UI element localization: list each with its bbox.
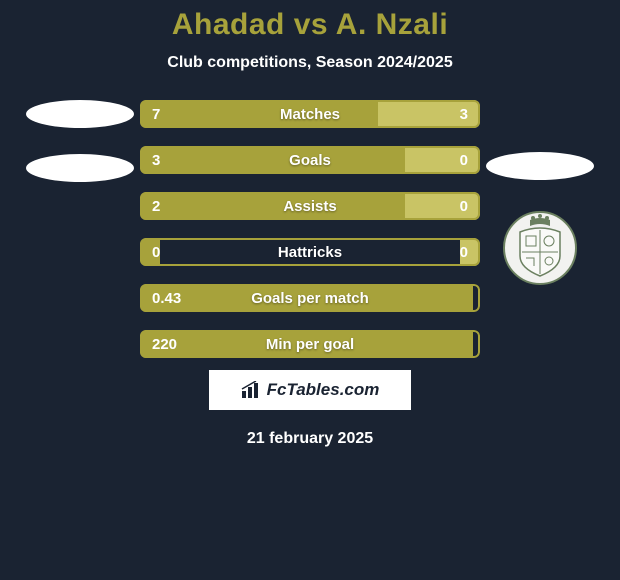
stat-value-left: 3 <box>152 152 160 169</box>
bar-segment-right <box>405 192 480 220</box>
stat-value-left: 0.43 <box>152 290 181 307</box>
stat-value-left: 7 <box>152 106 160 123</box>
fctables-logo: FcTables.com <box>207 368 413 412</box>
stat-value-left: 2 <box>152 198 160 215</box>
bar-track <box>140 238 480 266</box>
stat-row: 0Hattricks0 <box>140 238 480 266</box>
vs-text: vs <box>294 8 328 41</box>
player1-name: Ahadad <box>172 8 285 41</box>
stat-row: 3Goals0 <box>140 146 480 174</box>
bar-segment-left <box>140 100 378 128</box>
subtitle: Club competitions, Season 2024/2025 <box>167 54 452 72</box>
placeholder-ellipse <box>26 154 134 182</box>
bar-track <box>140 192 480 220</box>
chart-area: 7Matches3 3Goals0 2Assists0 0Hattricks0 0.43… <box>0 100 620 358</box>
bar-segment-left <box>140 146 405 174</box>
bar-segment-right <box>405 146 480 174</box>
bar-segment-gap <box>473 330 480 358</box>
stat-row: 2Assists0 <box>140 192 480 220</box>
club-crest-icon <box>500 206 580 286</box>
bar-segment-left <box>140 284 473 312</box>
placeholder-ellipse <box>486 152 594 180</box>
stat-row: 220Min per goal <box>140 330 480 358</box>
stat-bars: 7Matches3 3Goals0 2Assists0 0Hattricks0 0.43… <box>140 100 480 358</box>
placeholder-ellipse <box>26 100 134 128</box>
stat-value-right: 3 <box>460 106 468 123</box>
stat-value-left: 0 <box>152 244 160 261</box>
logo-text: FcTables.com <box>267 380 380 400</box>
stat-row: 0.43Goals per match <box>140 284 480 312</box>
bar-segment-gap <box>473 284 480 312</box>
bar-track <box>140 284 480 312</box>
stat-value-right: 0 <box>460 198 468 215</box>
bar-segment-left <box>140 330 473 358</box>
bar-segment-left <box>140 192 405 220</box>
stat-row: 7Matches3 <box>140 100 480 128</box>
stat-value-right: 0 <box>460 152 468 169</box>
stat-value-left: 220 <box>152 336 177 353</box>
stat-value-right: 0 <box>460 244 468 261</box>
title: Ahadad vs A. Nzali <box>172 8 448 42</box>
right-badge-column <box>480 100 600 286</box>
comparison-infographic: Ahadad vs A. Nzali Club competitions, Se… <box>0 0 620 580</box>
logo-chart-icon <box>241 381 261 399</box>
bar-segment-gap <box>160 238 459 266</box>
player2-name: A. Nzali <box>336 8 448 41</box>
left-badge-column <box>20 100 140 208</box>
bar-track <box>140 100 480 128</box>
bar-track <box>140 330 480 358</box>
date-text: 21 february 2025 <box>247 430 373 448</box>
bar-track <box>140 146 480 174</box>
